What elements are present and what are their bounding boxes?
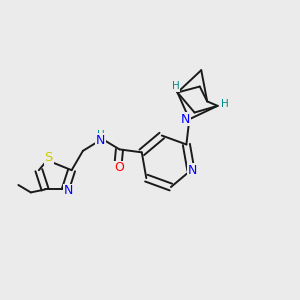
Text: S: S [44, 151, 53, 164]
Text: N: N [188, 164, 197, 177]
Text: N: N [181, 113, 190, 126]
Text: N: N [64, 184, 73, 197]
Text: H: H [221, 99, 229, 110]
Text: H: H [97, 130, 105, 140]
Text: H: H [172, 81, 180, 91]
Text: N: N [96, 134, 105, 147]
Text: O: O [114, 161, 124, 174]
